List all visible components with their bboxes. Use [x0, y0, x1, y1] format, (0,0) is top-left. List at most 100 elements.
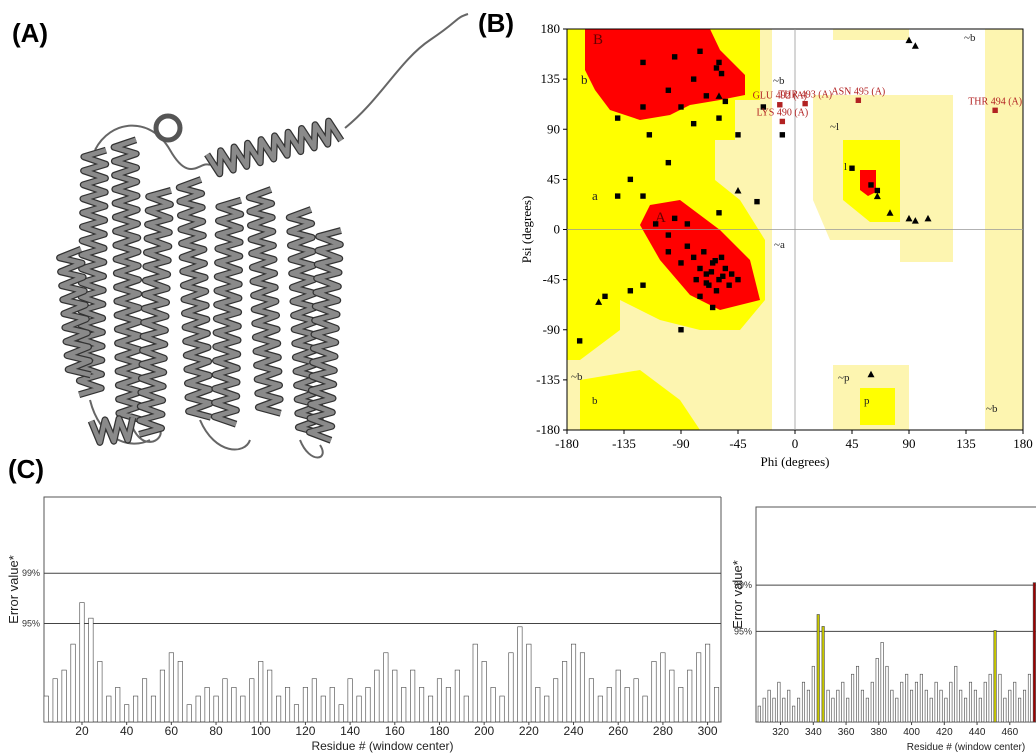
x-tick-label: 320 [772, 727, 789, 738]
bar [88, 617, 94, 723]
bar [713, 687, 720, 723]
x-tick-label: 45 [846, 436, 859, 451]
bar [43, 695, 49, 723]
bar [356, 695, 362, 723]
bar [61, 669, 67, 723]
bar [276, 695, 282, 723]
point [652, 221, 659, 227]
bar [195, 695, 201, 723]
point [722, 265, 729, 272]
x-tick-label: 100 [251, 724, 271, 738]
x-axis-title: Residue # (window center) [311, 739, 453, 753]
point [665, 159, 672, 166]
bar [642, 695, 648, 723]
bar [177, 661, 183, 723]
bar [490, 687, 496, 723]
helix [111, 137, 143, 422]
point [640, 59, 646, 66]
point [905, 36, 913, 44]
x-tick-label: -90 [672, 436, 689, 451]
region-label: ~b [964, 32, 976, 44]
bar [231, 687, 237, 723]
x-tick-label: 380 [870, 727, 887, 738]
bar [383, 652, 389, 723]
point [627, 176, 634, 183]
allowed-region [833, 29, 909, 40]
x-tick-label: 140 [340, 724, 360, 738]
bar [875, 657, 879, 723]
point [779, 132, 786, 138]
panel-label: (A) [12, 18, 48, 48]
point [678, 104, 684, 110]
helix [177, 177, 213, 420]
bar [993, 630, 997, 723]
bar [959, 689, 963, 723]
y-axis-title: Error value* [6, 555, 21, 624]
region-label: A [655, 210, 666, 226]
point [905, 214, 913, 222]
bar [428, 695, 434, 723]
y-tick-label: 135 [541, 71, 561, 86]
x-axis-title: Residue # (window center) [907, 742, 1025, 753]
bar [79, 602, 85, 723]
point [718, 254, 725, 261]
point [712, 257, 718, 264]
point [716, 210, 722, 216]
region-label: b [581, 72, 588, 87]
flagged-point [855, 97, 862, 103]
bar [934, 681, 938, 723]
point [873, 192, 881, 200]
y-tick-label: -180 [536, 422, 560, 437]
point [697, 265, 703, 272]
bar [463, 695, 469, 723]
bar [826, 689, 830, 723]
bar [302, 687, 308, 723]
point [671, 54, 678, 60]
point [911, 42, 919, 49]
residue-label: LYS 490 (A) [756, 107, 808, 118]
point [690, 120, 697, 127]
bar [70, 643, 76, 723]
point [701, 249, 707, 255]
bar [910, 689, 914, 723]
flagged-point [777, 102, 783, 108]
x-tick-label: 20 [75, 724, 89, 738]
bar [633, 678, 639, 723]
bar [1027, 673, 1031, 723]
point [684, 221, 691, 227]
point [690, 76, 697, 82]
bar [964, 697, 968, 723]
favoured-region [860, 388, 895, 425]
point [678, 327, 684, 333]
bar [787, 689, 791, 723]
x-tick-label: -45 [729, 436, 746, 451]
y-tick-label: -90 [543, 322, 560, 337]
x-tick-label: 160 [385, 724, 405, 738]
x-tick-label: 90 [903, 436, 916, 451]
bar [905, 673, 909, 723]
bar [544, 695, 550, 723]
region-label: p [864, 395, 870, 407]
bar [142, 678, 148, 723]
residue-label: ASN 495 (A) [831, 86, 885, 97]
bar [365, 687, 371, 723]
bar [792, 705, 796, 723]
flagged-point [779, 118, 786, 125]
bar [240, 695, 246, 723]
point [602, 293, 608, 300]
bar [213, 695, 219, 723]
bar [517, 626, 523, 723]
core-region [860, 170, 876, 196]
bar [669, 669, 675, 723]
bar [401, 687, 407, 723]
bar [978, 697, 982, 723]
point [886, 209, 894, 216]
bar [168, 652, 174, 723]
bar [159, 669, 165, 723]
bar [816, 614, 820, 723]
point [640, 282, 646, 288]
point [726, 282, 732, 288]
flagged-point [992, 107, 998, 114]
bar [924, 689, 928, 723]
